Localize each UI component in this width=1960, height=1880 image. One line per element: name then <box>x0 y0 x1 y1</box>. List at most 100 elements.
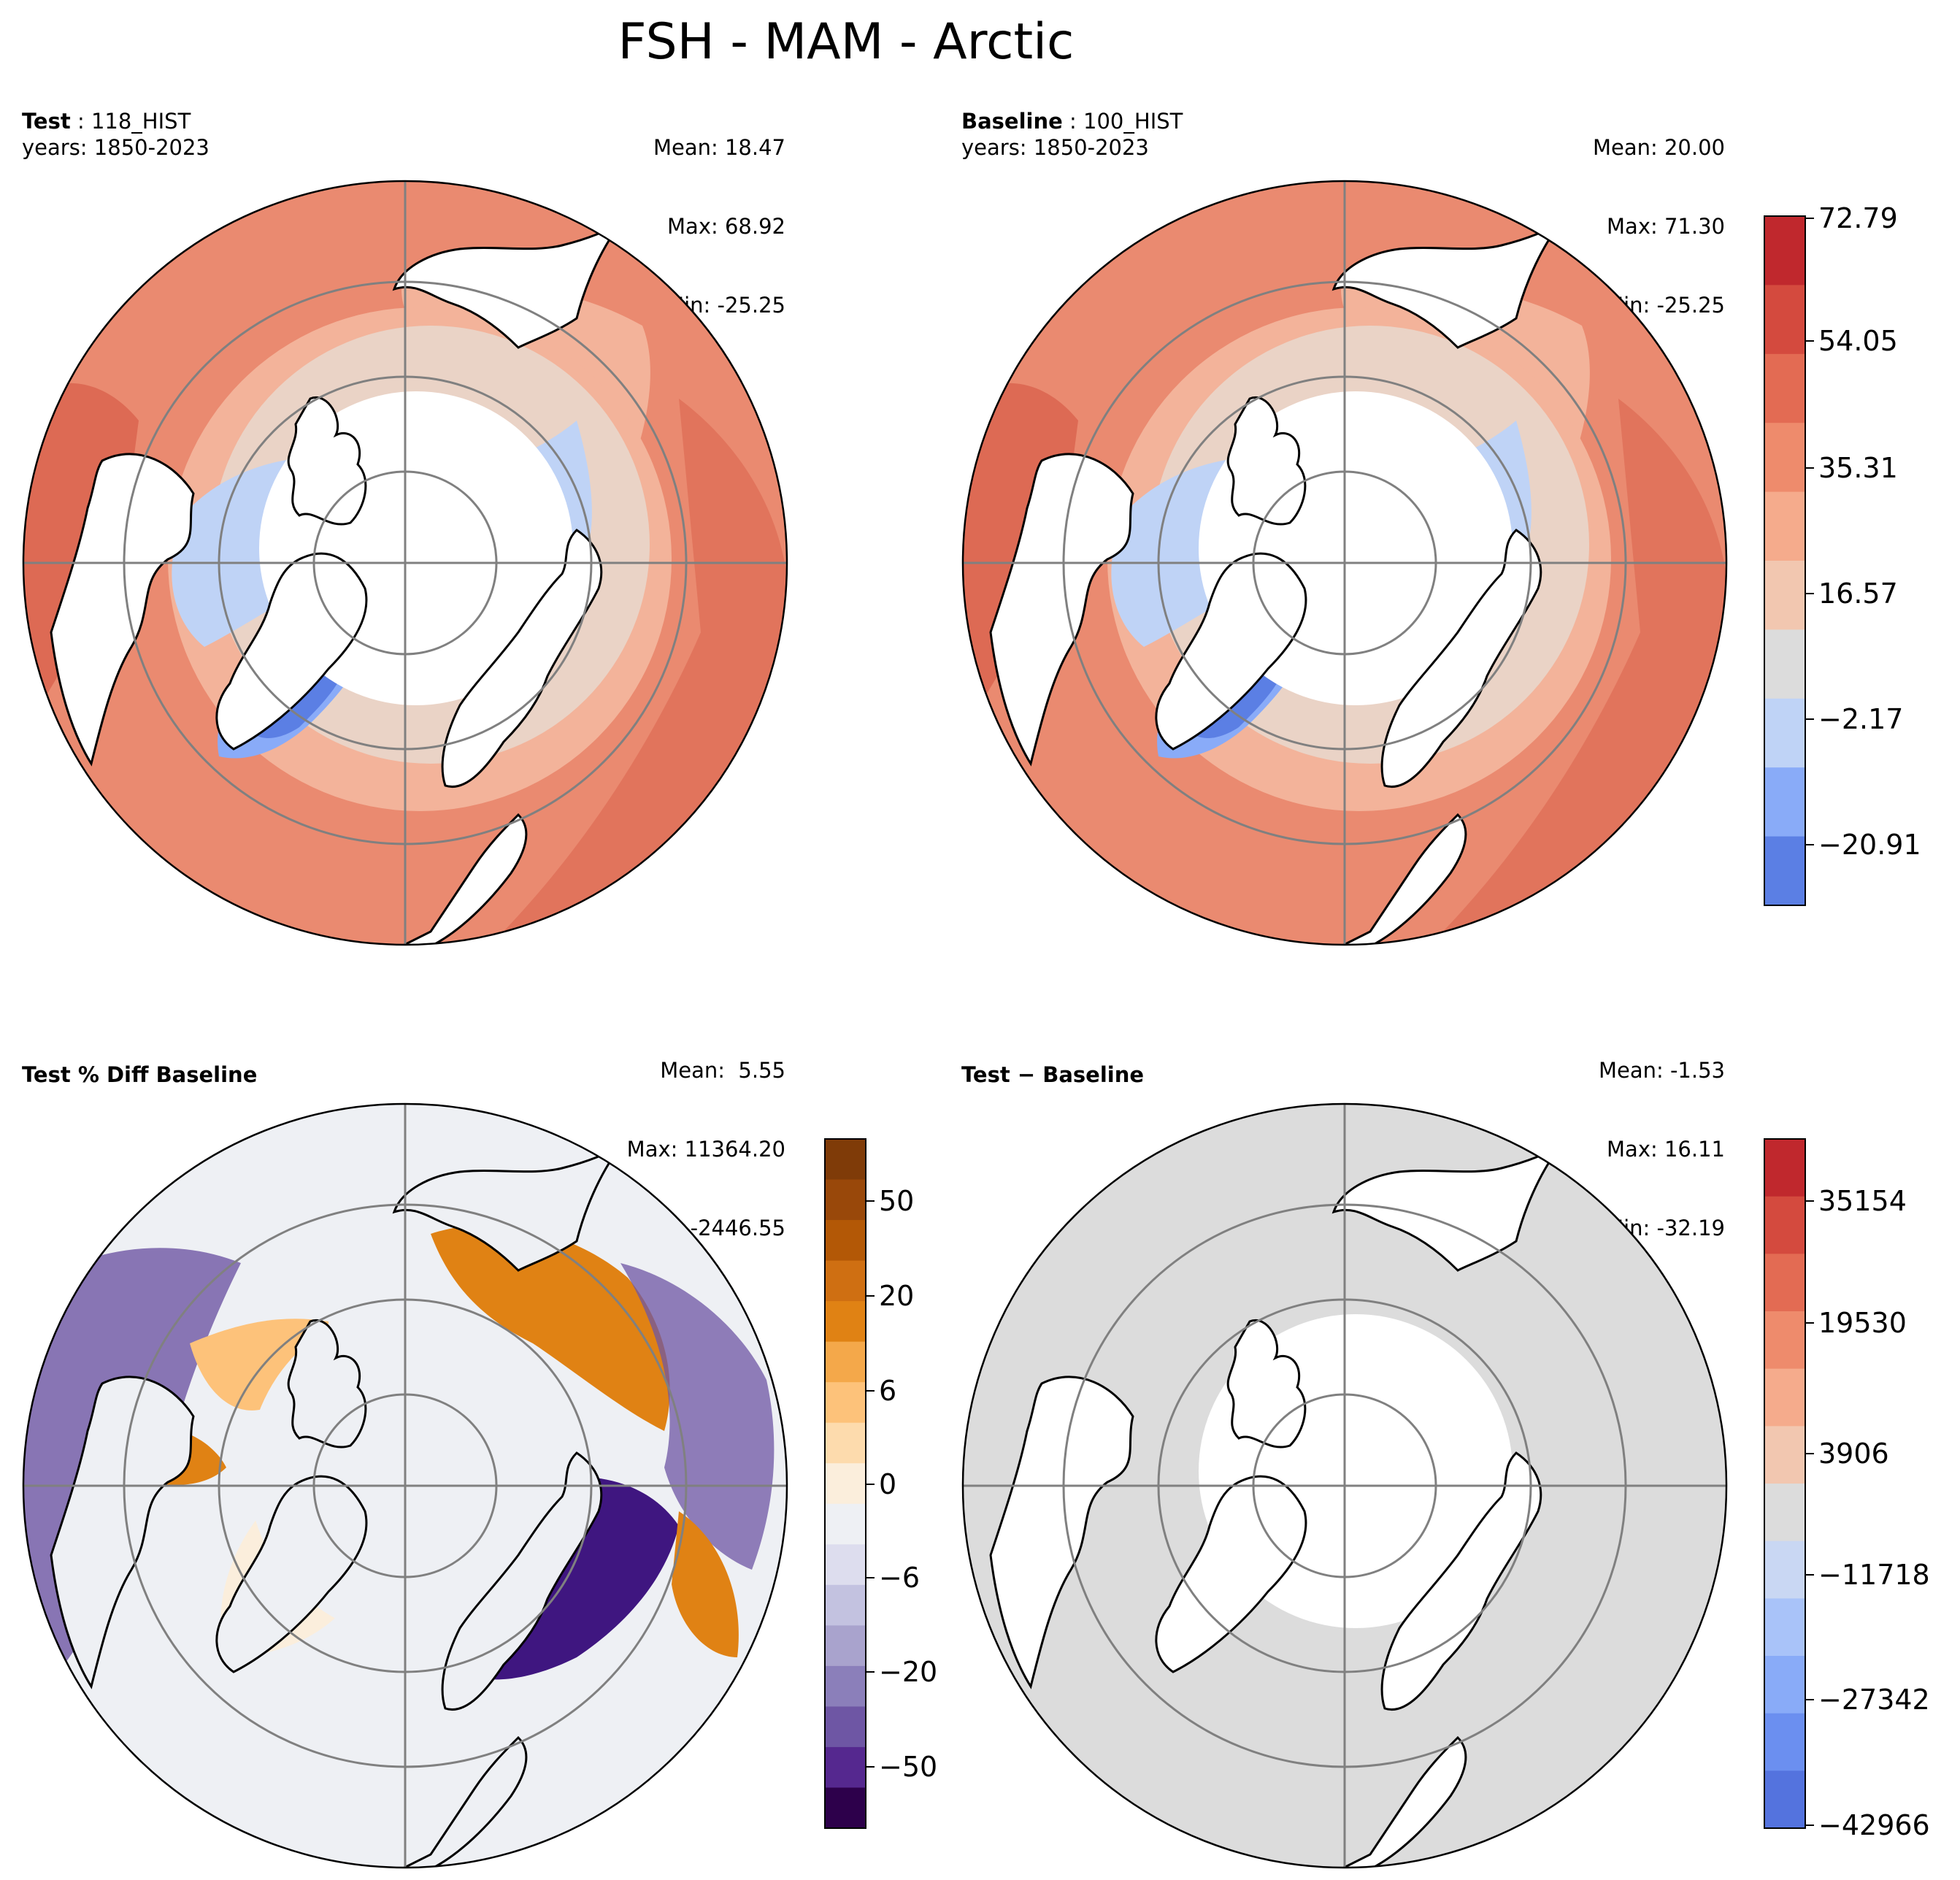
colorbar-tick-label: −2.17 <box>1818 703 1903 735</box>
colorbar-tick-label: −20 <box>879 1656 937 1688</box>
colorbar-segment <box>1764 1713 1805 1771</box>
coastline <box>50 1376 195 1689</box>
map-field <box>963 1104 1726 1868</box>
diff-stat-max: Max: 16.11 <box>1607 1137 1725 1162</box>
coastline <box>215 1475 368 1673</box>
coastline <box>1380 1451 1542 1711</box>
colorbar-tick-label: −11718 <box>1818 1559 1930 1591</box>
pct-patch <box>672 1511 739 1657</box>
colorbar-segment <box>1764 1368 1805 1427</box>
colorbar-segment <box>1764 629 1805 699</box>
colorbar-segment <box>1764 767 1805 837</box>
coastline <box>989 453 1134 767</box>
colorbar-tick-label: 0 <box>879 1468 896 1500</box>
diff-map <box>961 1102 1728 1869</box>
colorbar-segment <box>1764 1196 1805 1254</box>
figure-title: FSH - MAM - Arctic <box>618 13 1075 71</box>
coastline <box>215 552 368 751</box>
coastline <box>1331 222 1561 349</box>
colorbar-segment <box>825 1179 866 1221</box>
colorbar-tick-label: −6 <box>879 1562 920 1594</box>
colorbar-segment <box>1764 1426 1805 1484</box>
coastline <box>50 453 195 767</box>
coastline <box>441 1451 603 1711</box>
colorbar-tick-label: −50 <box>879 1751 937 1783</box>
pctdiff-panel-stats: Mean: 5.55 Max: 11364.20 Min: -2446.55 <box>438 1005 785 1267</box>
map-field <box>963 181 1726 945</box>
coastline <box>1331 1145 1561 1272</box>
colorbar-tick-label: 16.57 <box>1818 578 1898 610</box>
colorbar-tick-label: 19530 <box>1818 1307 1907 1339</box>
colorbar-segment <box>825 1746 866 1789</box>
colorbar-frame <box>1764 1138 1806 1829</box>
pctdiff-map <box>22 1102 788 1869</box>
map-field <box>23 181 787 945</box>
colorbar-segment <box>825 1220 866 1262</box>
colorbar-segment <box>825 1584 866 1626</box>
coastline <box>1380 529 1542 789</box>
pctdiff-colorbar: 50 20 6 0 −6 −20 −50 <box>824 1138 937 1829</box>
colorbar-segment <box>825 1625 866 1667</box>
colorbar-segment <box>1764 1139 1805 1197</box>
colorbar-segment <box>1764 1254 1805 1312</box>
colorbar-segment <box>1764 698 1805 768</box>
map-field <box>23 1104 787 1868</box>
colorbar-segment <box>1764 216 1805 285</box>
colorbar-tick-label: −20.91 <box>1818 829 1921 861</box>
diff-panel-label: Test − Baseline <box>961 1062 1145 1087</box>
colorbar-segment <box>1764 1656 1805 1714</box>
colorbar-segment <box>1764 423 1805 493</box>
colorbar-segment <box>1764 1770 1805 1829</box>
baseline-stat-mean: Mean: 20.00 <box>1592 135 1725 160</box>
pctdiff-panel-label: Test % Diff Baseline <box>22 1062 258 1087</box>
pctdiff-stat-mean: Mean: 5.55 <box>660 1058 785 1083</box>
colorbar-segment <box>1764 836 1805 906</box>
colorbar-segment <box>1764 1311 1805 1370</box>
test-map <box>22 180 788 946</box>
coastline <box>392 1145 622 1272</box>
colorbar-tick-label: 54.05 <box>1818 325 1898 357</box>
colorbar-tick-label: −27342 <box>1818 1684 1930 1716</box>
coastline <box>989 1376 1134 1689</box>
colorbar-tick-label: 35.31 <box>1818 452 1898 484</box>
colorbar-segment <box>825 1341 866 1383</box>
colorbar-tick-label: 50 <box>879 1185 914 1217</box>
colorbar-segment <box>825 1301 866 1343</box>
baseline-stat-max: Max: 71.30 <box>1607 214 1725 239</box>
colorbar-tick-label: −42966 <box>1818 1809 1930 1841</box>
coastline <box>392 222 622 349</box>
colorbar-tick-label: 72.79 <box>1818 202 1898 234</box>
colorbar-segment <box>1764 285 1805 355</box>
coastline <box>441 529 603 789</box>
main-colorbar: 72.79 54.05 35.31 16.57 −2.17 −20.91 <box>1764 202 1921 906</box>
colorbar-segment <box>825 1260 866 1302</box>
map-boundary <box>22 1102 788 1869</box>
coastline <box>1155 1475 1307 1673</box>
pct-patch <box>431 1225 670 1431</box>
colorbar-segment <box>1764 1484 1805 1542</box>
coastline <box>401 1735 528 1868</box>
colorbar-segment <box>1764 1541 1805 1599</box>
colorbar-segment <box>825 1665 866 1708</box>
colorbar-segment <box>825 1544 866 1586</box>
pctdiff-stat-max: Max: 11364.20 <box>626 1137 785 1162</box>
colorbar-tick-label: 35154 <box>1818 1185 1907 1217</box>
colorbar-tick-label: 3906 <box>1818 1438 1889 1470</box>
map-boundary <box>961 180 1728 946</box>
pct-patch <box>620 1263 775 1570</box>
baseline-panel-label: Baseline : 100_HIST years: 1850-2023 <box>961 109 1183 160</box>
test-panel-label: Test : 118_HIST years: 1850-2023 <box>22 109 210 160</box>
coastline <box>1340 1735 1467 1868</box>
colorbar-frame <box>1764 215 1806 906</box>
colorbar-segment <box>825 1139 866 1181</box>
colorbar-segment <box>825 1422 866 1464</box>
coastline <box>1340 813 1467 945</box>
coastline <box>401 813 528 945</box>
colorbar-segment <box>1764 1598 1805 1657</box>
colorbar-segment <box>825 1463 866 1505</box>
diff-stat-mean: Mean: -1.53 <box>1598 1058 1725 1083</box>
colorbar-segment <box>825 1503 866 1545</box>
colorbar-segment <box>1764 491 1805 561</box>
colorbar-segment <box>825 1787 866 1829</box>
diff-colorbar: 35154 19530 3906 −11718 −27342 −42966 <box>1764 1138 1930 1841</box>
